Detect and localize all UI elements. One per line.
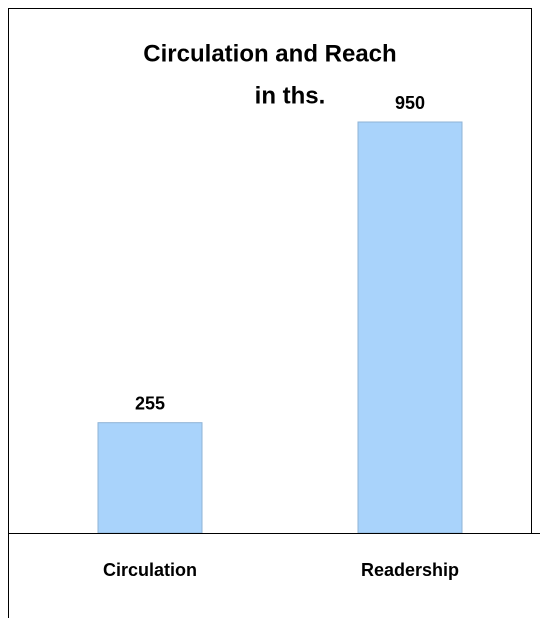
chart-subtitle: in ths.: [255, 82, 326, 109]
bar: [97, 422, 203, 534]
frame: [8, 8, 532, 618]
x-tick-label: Readership: [361, 560, 459, 580]
bar: [357, 121, 463, 534]
value-label: 950: [395, 93, 425, 113]
chart-title: Circulation and Reach: [143, 40, 396, 67]
x-tick-label: Circulation: [103, 560, 197, 580]
value-label: 255: [135, 393, 165, 413]
